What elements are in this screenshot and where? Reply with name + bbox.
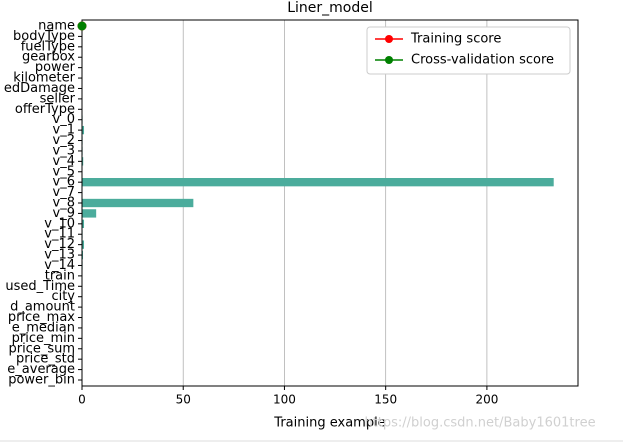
y-tick-label: v_10 [44,216,75,231]
y-tick-label: v_7 [53,185,75,200]
x-tick-label: 200 [475,393,498,407]
y-tick-label: price_max [8,310,75,325]
y-tick-label: v_1 [53,123,75,138]
y-tick-label: price_min [12,331,75,346]
x-tick-label: 100 [273,393,296,407]
y-tick-label: used_Time [5,279,75,294]
watermark: https://blog.csdn.net/Baby1601tree [364,416,595,431]
bar [82,219,85,228]
bar [82,240,85,249]
y-tick-label: v_2 [53,133,75,148]
y-tick-label: v_11 [44,227,75,242]
legend-marker [385,35,393,43]
point [77,21,87,31]
bar [82,125,85,135]
bar [82,250,84,260]
y-tick-label: fuelType [21,39,75,54]
bar [82,209,97,218]
y-tick-label: power_bin [8,373,75,388]
legend-label: Training score [410,32,501,47]
y-tick-label: v_8 [53,196,75,211]
y-tick-label: v_3 [53,143,75,158]
bar [82,198,194,208]
chart-title: Liner_model [287,0,373,16]
bar [82,157,84,166]
y-tick-label: v_6 [53,175,75,190]
y-tick-label: gearbox [22,50,75,65]
y-tick-label: v_13 [44,248,75,263]
y-tick-label: price_std [16,352,75,367]
y-tick-label: power [35,60,76,75]
y-tick-label: v_12 [44,237,75,252]
y-tick-label: offerType [15,102,75,117]
x-tick-label: 50 [176,393,191,407]
x-tick-label: 150 [374,393,397,407]
y-tick-label: v_4 [53,154,75,169]
y-tick-label: city [51,289,75,304]
y-tick-label: seller [40,91,76,106]
legend-box [366,26,571,75]
y-tick-label: e_average [7,362,75,377]
x-axis-label: Training example [273,416,385,431]
y-tick-label: d_amount [10,300,75,315]
y-tick-label: v_14 [44,258,75,273]
x-tick-label: 0 [78,393,86,407]
y-tick-label: edDamage [4,81,75,96]
y-tick-label: e_median [12,320,75,335]
y-tick-label: name [38,19,75,34]
y-tick-label: train [45,268,75,283]
y-tick-label: v_5 [53,164,75,179]
y-tick-label: price_sum [8,341,75,356]
y-tick-label: kilometer [13,71,75,86]
y-tick-label: bodyType [13,29,75,44]
y-tick-label: v_9 [53,206,75,221]
legend-marker [385,56,393,64]
y-tick-label: v_0 [53,112,75,127]
legend-label: Cross-validation score [411,53,554,68]
bar [82,178,554,187]
